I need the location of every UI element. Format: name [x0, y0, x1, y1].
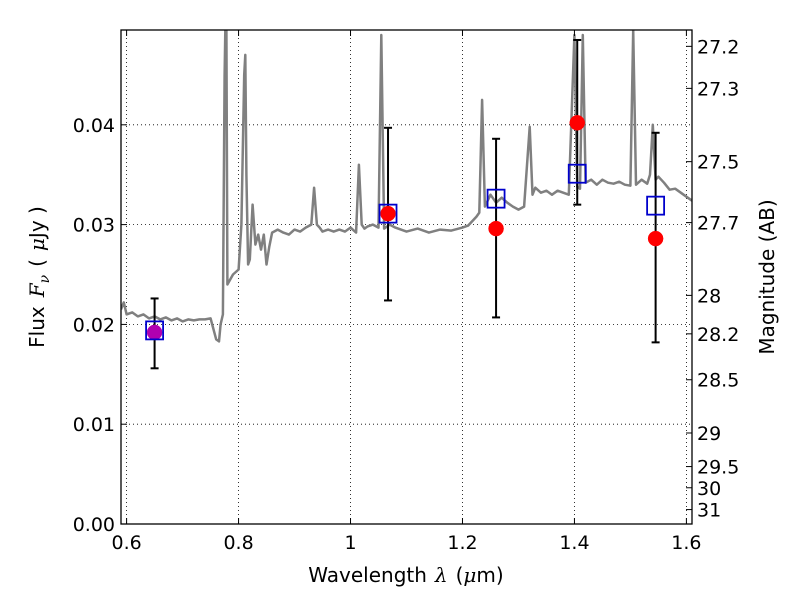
y2-tick-label: 30	[697, 478, 721, 500]
model-band-square	[145, 320, 164, 341]
flux-point	[146, 324, 163, 341]
y-axis-unit-rest: Jy )	[25, 206, 49, 240]
x-axis-title-text: Wavelength	[308, 563, 427, 587]
y-tick-label: 0.04	[73, 115, 115, 137]
y-tick-label: 0.00	[73, 514, 115, 536]
point-layer	[146, 115, 664, 341]
y2-tick-label: 27.3	[697, 78, 739, 100]
y2-tick-label: 29.5	[697, 457, 739, 479]
y2-tick-label: 29	[697, 423, 721, 445]
x-tick-label: 1	[344, 532, 356, 554]
y-tick-label: 0.02	[73, 314, 115, 336]
model-band-square	[567, 163, 587, 184]
y-axis-subscript: ν	[37, 274, 53, 283]
y-axis-title-text: Flux	[25, 306, 49, 348]
grid	[121, 30, 692, 525]
x-axis-symbol: λ	[434, 563, 448, 587]
x-axis-unit-mu: μ	[463, 563, 476, 587]
y2-tick-label: 28.2	[697, 324, 739, 346]
x-tick-label: 1.4	[559, 532, 589, 554]
y2-axis-title: Magnitude (AB)	[755, 199, 779, 354]
y-axis-unit-open: (	[25, 259, 49, 267]
square-layer	[145, 163, 666, 341]
x-axis-title: Wavelength λ (μm)	[308, 563, 503, 587]
x-axis-unit-open: (	[456, 563, 464, 587]
y-axis-unit-mu: μ	[25, 238, 49, 251]
y2-tick-label: 27.2	[697, 36, 739, 58]
tick-layer: 0.6 0.8 1 1.2 1.4 1.6 0.00 0.01 0.02 0.03 0.04 27.2…	[73, 30, 739, 554]
model-band-square	[486, 188, 506, 209]
spectrum-line	[121, 30, 692, 343]
x-tick-label: 1.6	[671, 532, 701, 554]
y-axis-symbol: F	[25, 282, 49, 298]
x-tick-label: 0.6	[111, 532, 141, 554]
x-tick-label: 1.2	[447, 532, 477, 554]
flux-point	[488, 220, 504, 237]
y-tick-label: 0.01	[73, 414, 115, 436]
y2-tick-label: 28.5	[697, 370, 739, 392]
plot-frame	[120, 29, 693, 525]
y2-tick-label: 31	[697, 500, 721, 522]
flux-point	[569, 115, 585, 131]
y-tick-label: 0.03	[73, 215, 115, 237]
model-band-square	[378, 203, 398, 224]
flux-point	[380, 205, 396, 222]
spectrum-layer	[121, 30, 692, 343]
x-axis-unit-rest: m)	[476, 563, 503, 587]
y2-tick-label: 28	[697, 285, 721, 307]
x-tick-label: 0.8	[223, 532, 253, 554]
y2-tick-label: 27.5	[697, 152, 739, 174]
flux-point	[647, 230, 664, 247]
y2-tick-label: 27.7	[697, 213, 739, 235]
y-axis-title: Flux Fν ( μJy )	[25, 206, 53, 348]
model-band-square	[646, 195, 666, 216]
